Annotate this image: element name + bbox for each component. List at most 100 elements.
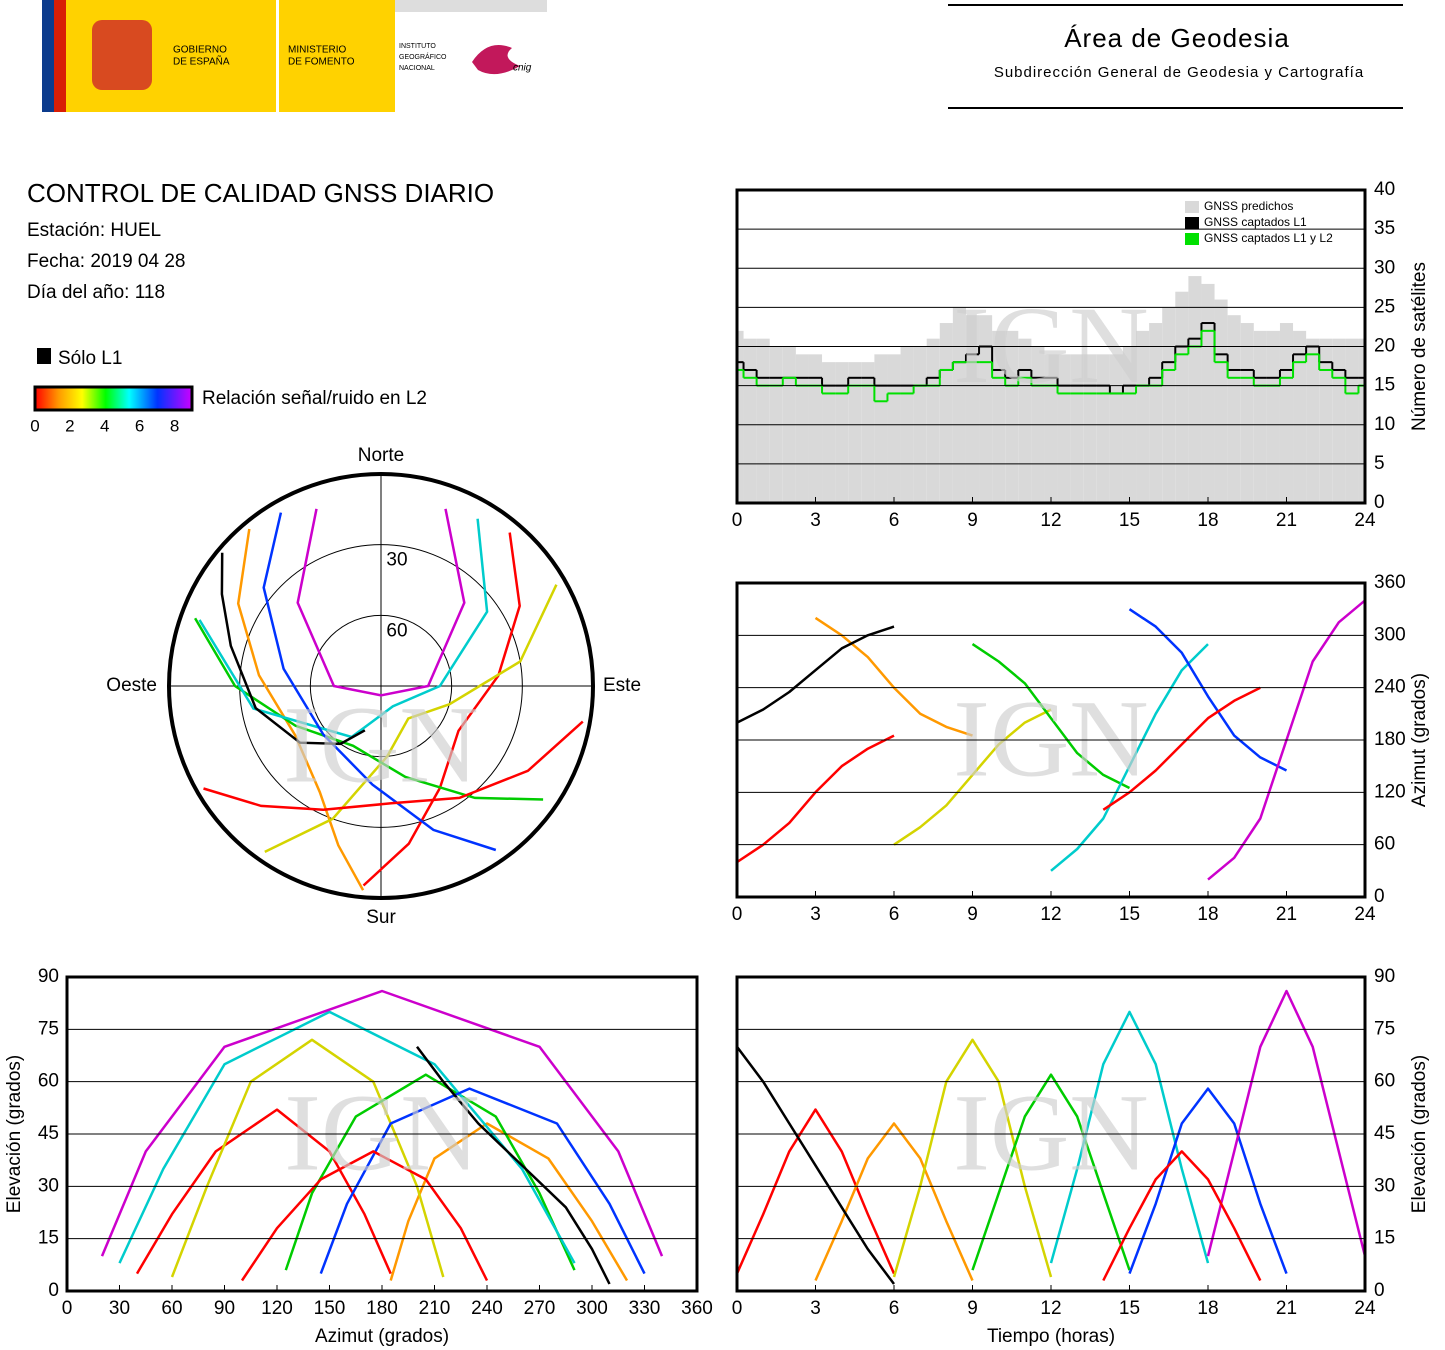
only-l1-swatch xyxy=(37,348,51,364)
satellite-track xyxy=(194,617,544,801)
predicted-bar xyxy=(1279,323,1294,503)
y-axis-label: Elevación (grados) xyxy=(1409,1055,1430,1213)
satellite-track xyxy=(264,584,558,854)
cnig-logo xyxy=(472,45,520,75)
chart: IGN 0 15 30 45 60 75 90 0 30 60 90 120 150 180 210 240 27… xyxy=(4,966,713,1347)
x-tick-label: 21 xyxy=(1276,1298,1297,1319)
y-tick-label: 90 xyxy=(1374,966,1395,987)
gov-text: GOBIERNO xyxy=(173,45,227,56)
y-tick-label: 45 xyxy=(1374,1123,1395,1144)
predicted-bar xyxy=(861,362,875,503)
satellite-track xyxy=(737,1046,895,1285)
horizon xyxy=(167,472,595,900)
chart: IGN 0 5 10 15 20 25 30 35 40 0 3 6 9 12 15 18 21 24 Número … xyxy=(732,179,1430,531)
y-tick-label: 0 xyxy=(1374,1280,1385,1301)
logo-block: GOBIERNO DE ESPAÑA MINISTERIO DE FOMENTO… xyxy=(42,0,547,112)
predicted-bar xyxy=(1149,323,1163,503)
station: Estación: HUEL xyxy=(27,220,161,241)
direction-label: Norte xyxy=(358,445,404,466)
ring-label: 60 xyxy=(386,620,407,641)
predicted-bar xyxy=(1175,291,1189,503)
watermark: IGN xyxy=(283,683,479,805)
report-title: CONTROL DE CALIDAD GNSS DIARIO xyxy=(27,178,494,208)
satellite-track xyxy=(1206,989,1365,1257)
predicted-bar xyxy=(874,354,888,503)
y-tick-label: 60 xyxy=(38,1071,59,1092)
predicted-bar xyxy=(1293,330,1307,503)
legend-swatch xyxy=(1185,217,1199,229)
ign-text: NACIONAL xyxy=(399,65,435,72)
x-tick-label: 18 xyxy=(1197,904,1218,925)
y-tick-label: 15 xyxy=(1374,1228,1395,1249)
x-tick-label: 24 xyxy=(1354,1298,1376,1319)
x-tick-label: 21 xyxy=(1276,510,1297,531)
predicted-bar xyxy=(1201,283,1215,503)
predicted-bar xyxy=(1018,338,1032,503)
predicted-bar xyxy=(1188,276,1202,503)
satellite-track xyxy=(236,528,365,891)
y-tick-label: 75 xyxy=(1374,1018,1395,1039)
y-axis-label: Número de satélites xyxy=(1409,262,1430,431)
x-tick-label: 0 xyxy=(732,1298,743,1319)
satellite-track xyxy=(893,708,1052,846)
ring-label: 30 xyxy=(386,550,407,571)
plot-area xyxy=(737,276,1365,503)
satellite-track xyxy=(814,1122,974,1282)
y-tick-label: 10 xyxy=(1374,414,1395,435)
predicted-bar xyxy=(939,323,953,503)
y-tick-label: 360 xyxy=(1374,572,1406,593)
x-tick-label: 330 xyxy=(629,1298,661,1319)
subdir-title: Subdirección General de Geodesia y Carto… xyxy=(994,64,1364,81)
predicted-bar xyxy=(1345,338,1359,503)
x-tick-label: 240 xyxy=(471,1298,503,1319)
predicted-bar xyxy=(1227,315,1241,503)
x-tick-label: 15 xyxy=(1119,1298,1140,1319)
legend-swatch xyxy=(1185,201,1199,213)
satellite-track xyxy=(362,532,521,887)
gov-text: DE ESPAÑA xyxy=(173,55,230,68)
y-tick-label: 0 xyxy=(48,1280,59,1301)
chart: IGN 0 15 30 45 60 75 90 0 3 6 9 12 15 18 21 24 Tiempo (ho… xyxy=(732,966,1430,1347)
y-tick-label: 45 xyxy=(38,1123,59,1144)
watermark: IGN xyxy=(953,677,1149,799)
predicted-bar xyxy=(1044,354,1058,503)
x-tick-label: 6 xyxy=(889,904,900,925)
satellite-track xyxy=(135,1108,392,1275)
day-of-year: Día del año: 118 xyxy=(27,282,165,303)
x-tick-label: 12 xyxy=(1040,904,1061,925)
satellite-track xyxy=(737,734,895,864)
ministry-box xyxy=(279,0,395,112)
date: Fecha: 2019 04 28 xyxy=(27,251,185,272)
satellite-track xyxy=(1128,1087,1288,1275)
predicted-bar xyxy=(1083,354,1097,503)
snr-colorbar xyxy=(33,385,194,412)
y-tick-label: 180 xyxy=(1374,729,1406,750)
predicted-bar xyxy=(1240,323,1254,503)
legend-label: GNSS captados L1 xyxy=(1204,215,1307,229)
predicted-bar xyxy=(952,307,966,503)
y-tick-label: 75 xyxy=(38,1018,59,1039)
predicted-bar xyxy=(1070,354,1084,503)
y-tick-label: 0 xyxy=(1374,886,1385,907)
x-tick-label: 24 xyxy=(1354,510,1376,531)
chart: IGN 0 60 120 180 240 300 360 0 3 6 9 12 15 18 21 24 Azimu… xyxy=(732,572,1430,925)
satellite-track xyxy=(971,643,1131,790)
watermark: IGN xyxy=(953,284,1149,406)
satellite-track xyxy=(389,1122,629,1282)
x-tick-label: 12 xyxy=(1040,1298,1061,1319)
y-tick-label: 25 xyxy=(1374,296,1395,317)
y-axis-label: Azimut (grados) xyxy=(1409,673,1430,807)
satellite-track xyxy=(296,508,466,697)
plot-frame xyxy=(735,975,1367,1293)
predicted-bar xyxy=(1332,338,1346,503)
predicted-bar xyxy=(1358,338,1365,503)
x-tick-label: 0 xyxy=(732,904,743,925)
area-title: Área de Geodesia xyxy=(1064,23,1290,53)
y-tick-label: 40 xyxy=(1374,179,1395,200)
predicted-bar xyxy=(756,338,770,503)
predicted-bar xyxy=(1057,354,1071,503)
plot-frame xyxy=(735,581,1367,899)
x-tick-label: 24 xyxy=(1354,904,1376,925)
colorbar-tick-label: 0 xyxy=(30,416,39,435)
